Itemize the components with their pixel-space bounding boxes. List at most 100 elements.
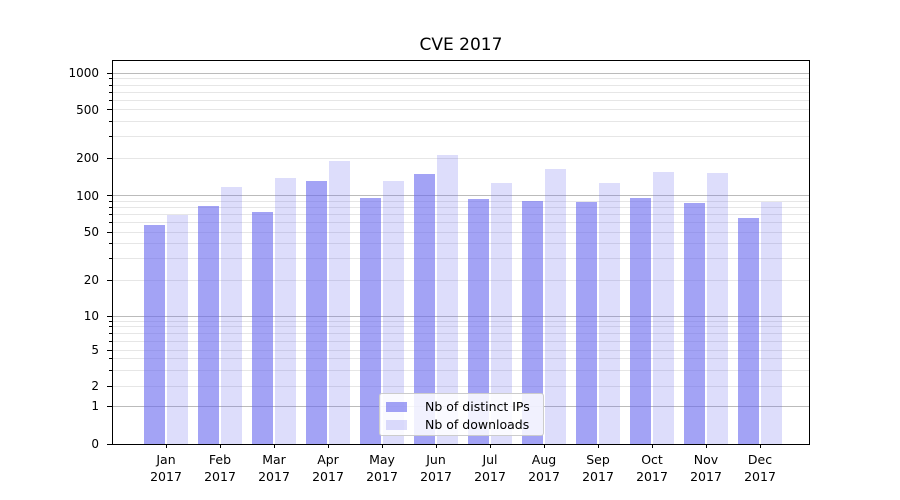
- x-tick-year: 2017: [636, 469, 668, 484]
- x-tick-mark: [598, 444, 599, 448]
- bar-distinct-ips-jul: [468, 198, 489, 444]
- bar-downloads-apr: [329, 161, 350, 444]
- y-minor-tick-mark: [109, 279, 112, 281]
- minor-gridline: [113, 243, 809, 245]
- x-tick-mark: [220, 444, 221, 448]
- x-tick-month: Dec: [747, 452, 773, 467]
- y-minor-tick-mark: [109, 207, 112, 208]
- y-tick-label: 500: [76, 102, 99, 117]
- minor-gridline: [113, 136, 809, 138]
- bar-distinct-ips-sep: [576, 201, 597, 444]
- y-minor-tick-mark: [109, 340, 112, 342]
- minor-gridline: [113, 214, 809, 216]
- x-tick-label: Apr 2017: [288, 451, 368, 485]
- minor-gridline: [113, 200, 809, 202]
- x-tick-month: Jan: [156, 452, 176, 467]
- x-tick-month: Apr: [317, 452, 339, 467]
- y-tick-label: 200: [76, 151, 99, 166]
- bar-distinct-ips-dec: [738, 217, 759, 444]
- y-tick-label: 50: [83, 225, 99, 240]
- y-tick-mark: [107, 72, 112, 74]
- y-minor-tick-mark: [109, 84, 112, 86]
- y-tick-mark: [107, 315, 112, 317]
- y-tick-label: 100: [76, 188, 99, 203]
- minor-gridline: [113, 320, 809, 322]
- y-minor-tick-mark: [109, 136, 112, 138]
- x-tick-mark: [652, 444, 653, 448]
- bar-distinct-ips-mar: [252, 212, 273, 444]
- x-tick-label: Oct 2017: [612, 451, 692, 485]
- y-minor-tick-mark: [109, 121, 112, 123]
- x-tick-month: Jul: [482, 452, 498, 467]
- x-tick-label: Feb 2017: [180, 451, 260, 485]
- y-tick-label: 1: [91, 399, 99, 413]
- minor-gridline: [113, 121, 809, 123]
- y-minor-tick-mark: [109, 91, 112, 93]
- y-minor-tick-mark: [109, 349, 112, 351]
- minor-gridline: [113, 385, 809, 387]
- x-tick-year: 2017: [150, 469, 182, 484]
- y-tick-label: 1000: [68, 66, 99, 81]
- x-tick-mark: [490, 444, 491, 448]
- minor-gridline: [113, 84, 809, 86]
- y-minor-tick-mark: [109, 222, 112, 224]
- y-minor-tick-mark: [109, 78, 112, 80]
- minor-gridline: [113, 109, 809, 111]
- x-tick-year: 2017: [690, 469, 722, 484]
- plot-area: [112, 60, 810, 445]
- x-tick-mark: [382, 444, 383, 448]
- minor-gridline: [113, 157, 809, 159]
- x-tick-label: Jun 2017: [396, 451, 476, 485]
- legend-entry-distinct-ips: Nb of distinct IPs: [386, 398, 537, 415]
- y-tick-label: 20: [83, 273, 99, 287]
- minor-gridline: [113, 91, 809, 93]
- bar-downloads-may: [383, 181, 404, 444]
- chart-title: CVE 2017: [419, 35, 503, 55]
- major-gridline: [113, 72, 809, 74]
- x-tick-year: 2017: [366, 469, 398, 484]
- x-tick-month: Mar: [262, 452, 286, 467]
- x-tick-label: Mar 2017: [234, 451, 314, 485]
- bar-distinct-ips-oct: [630, 197, 651, 444]
- x-tick-label: Sep 2017: [558, 451, 638, 485]
- minor-gridline: [113, 340, 809, 342]
- x-tick-label: Nov 2017: [666, 451, 746, 485]
- minor-gridline: [113, 78, 809, 80]
- legend-label-distinct-ips: Nb of distinct IPs: [425, 399, 530, 414]
- minor-gridline: [113, 99, 809, 101]
- legend: Nb of distinct IPs Nb of downloads: [379, 393, 544, 436]
- x-tick-month: Aug: [531, 452, 557, 467]
- minor-gridline: [113, 207, 809, 208]
- x-tick-mark: [706, 444, 707, 448]
- bar-downloads-oct: [653, 171, 674, 444]
- bar-downloads-jan: [167, 215, 188, 444]
- legend-swatch-distinct-ips: [386, 401, 407, 412]
- x-tick-mark: [166, 444, 167, 448]
- minor-gridline: [113, 358, 809, 360]
- x-tick-label: Jan 2017: [126, 451, 206, 485]
- x-tick-year: 2017: [582, 469, 614, 484]
- y-minor-tick-mark: [109, 99, 112, 101]
- y-minor-tick-mark: [109, 109, 112, 111]
- x-tick-year: 2017: [744, 469, 776, 484]
- x-tick-mark: [328, 444, 329, 448]
- bar-downloads-mar: [275, 177, 296, 444]
- major-gridline: [113, 315, 809, 317]
- x-tick-mark: [760, 444, 761, 448]
- bar-downloads-sep: [599, 183, 620, 444]
- y-minor-tick-mark: [109, 231, 112, 233]
- x-tick-month: Nov: [693, 452, 719, 467]
- x-tick-month: Jun: [426, 452, 446, 467]
- bar-downloads-feb: [221, 186, 242, 444]
- legend-label-downloads: Nb of downloads: [425, 417, 530, 432]
- bar-distinct-ips-may: [360, 198, 381, 444]
- y-minor-tick-mark: [109, 320, 112, 322]
- bar-distinct-ips-feb: [198, 206, 219, 444]
- y-minor-tick-mark: [109, 200, 112, 202]
- minor-gridline: [113, 279, 809, 281]
- y-tick-mark: [107, 405, 112, 407]
- x-tick-mark: [436, 444, 437, 448]
- x-tick-label: Dec 2017: [720, 451, 800, 485]
- bar-distinct-ips-jan: [144, 225, 165, 444]
